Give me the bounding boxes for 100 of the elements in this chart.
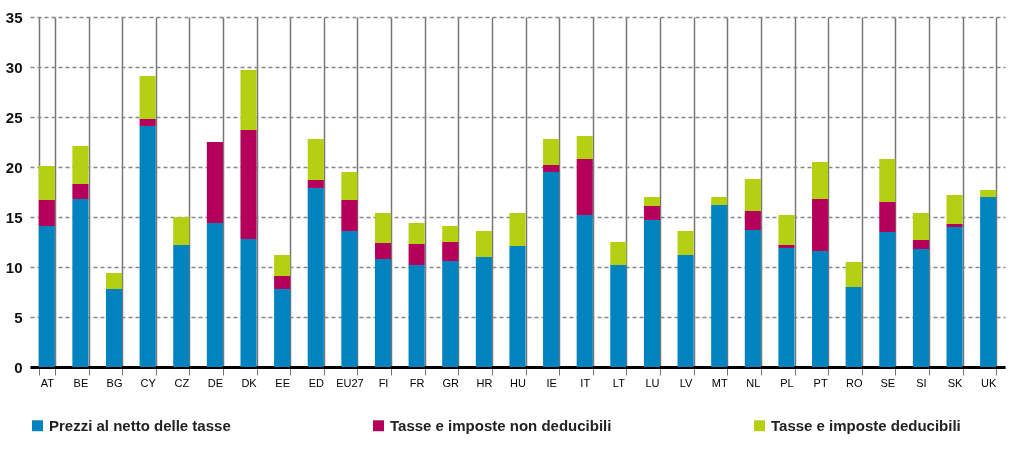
x-tick-label: BG xyxy=(106,376,123,389)
bar xyxy=(38,226,55,367)
bar xyxy=(812,199,829,251)
bar xyxy=(206,142,223,223)
bar xyxy=(274,289,291,367)
x-tick-label: UK xyxy=(981,376,997,389)
bar xyxy=(173,245,190,367)
bar xyxy=(610,242,627,265)
bar xyxy=(643,206,661,220)
x-tick-label: LU xyxy=(645,376,660,389)
y-tick-label: 35 xyxy=(5,8,23,26)
bar xyxy=(879,202,896,232)
bar xyxy=(778,245,795,248)
bar xyxy=(879,232,896,367)
y-tick-label: 0 xyxy=(14,358,23,376)
bar xyxy=(105,289,123,367)
x-tick-label: DE xyxy=(207,376,224,389)
x-tick-label: HR xyxy=(476,376,493,389)
bar xyxy=(744,211,761,230)
legend-label: Tasse e imposte non deducibili xyxy=(390,416,612,434)
bar xyxy=(341,172,358,200)
x-tick-label: SI xyxy=(916,376,927,389)
bar xyxy=(778,215,795,245)
bar xyxy=(711,205,728,367)
x-tick-label: SE xyxy=(880,376,896,389)
x-tick-label: EE xyxy=(275,376,290,389)
x-tick-label: PL xyxy=(780,376,794,389)
x-tick-label: CY xyxy=(140,376,157,389)
bar xyxy=(206,223,223,367)
x-tick-label: PT xyxy=(813,376,828,389)
bar xyxy=(442,226,459,242)
bar xyxy=(879,159,896,202)
x-tick-label: DK xyxy=(241,376,258,389)
y-tick-label: 30 xyxy=(5,58,23,76)
bar xyxy=(341,200,358,231)
x-tick-label: NL xyxy=(746,376,761,389)
bar xyxy=(643,197,661,206)
x-tick-label: GR xyxy=(442,376,460,389)
bar xyxy=(946,224,963,227)
x-tick-label: IT xyxy=(580,376,591,389)
bar xyxy=(845,262,862,287)
bar xyxy=(38,200,55,226)
bar xyxy=(912,213,930,240)
bar xyxy=(374,259,392,367)
bar xyxy=(307,180,324,188)
bar xyxy=(543,165,560,172)
x-tick-label: LT xyxy=(612,376,626,389)
x-tick-label: FR xyxy=(409,376,425,389)
x-tick-label: AT xyxy=(40,376,55,389)
bar xyxy=(509,213,526,246)
x-tick-label: CZ xyxy=(174,376,190,389)
bar xyxy=(576,136,593,159)
bar xyxy=(139,119,156,126)
bar xyxy=(610,265,627,367)
bar xyxy=(576,159,593,215)
bar xyxy=(442,242,459,261)
bar xyxy=(543,139,560,165)
x-tick-label: BE xyxy=(73,376,89,389)
bar xyxy=(408,244,425,265)
bar xyxy=(72,199,89,367)
bar xyxy=(778,248,795,367)
bar xyxy=(711,197,728,205)
bar xyxy=(139,126,156,367)
legend-label: Prezzi al netto delle tasse xyxy=(49,416,231,434)
bar xyxy=(442,261,459,367)
legend-label: Tasse e imposte deducibili xyxy=(771,416,961,434)
bar xyxy=(274,255,291,276)
y-tick-label: 5 xyxy=(14,308,23,326)
bar xyxy=(543,172,560,367)
x-tick-label: EU27 xyxy=(336,376,364,389)
x-tick-label: SK xyxy=(947,376,964,389)
x-tick-label: IE xyxy=(546,376,557,389)
x-tick-label: LV xyxy=(679,376,694,389)
bar xyxy=(812,251,829,367)
bar xyxy=(408,223,425,244)
bar xyxy=(912,249,930,367)
bar xyxy=(307,188,324,367)
bar xyxy=(980,190,997,197)
bar xyxy=(475,257,492,367)
x-tick-label: MT xyxy=(711,376,728,389)
bar xyxy=(912,240,930,249)
bar xyxy=(845,287,862,367)
bar xyxy=(240,70,257,130)
bar xyxy=(946,195,963,224)
bar xyxy=(677,231,694,255)
bar xyxy=(139,76,156,119)
bar xyxy=(980,197,997,367)
x-tick-label: HU xyxy=(510,376,526,389)
bar xyxy=(812,162,829,199)
bar xyxy=(341,231,358,367)
bar xyxy=(240,239,257,367)
bar xyxy=(576,215,593,367)
y-tick-label: 10 xyxy=(5,258,23,276)
x-tick-label: FI xyxy=(378,376,389,389)
x-tick-label: ED xyxy=(308,376,324,389)
bar xyxy=(744,230,761,367)
bar xyxy=(408,265,425,367)
bar xyxy=(72,184,89,199)
y-tick-label: 15 xyxy=(5,208,23,226)
bar xyxy=(475,231,492,257)
